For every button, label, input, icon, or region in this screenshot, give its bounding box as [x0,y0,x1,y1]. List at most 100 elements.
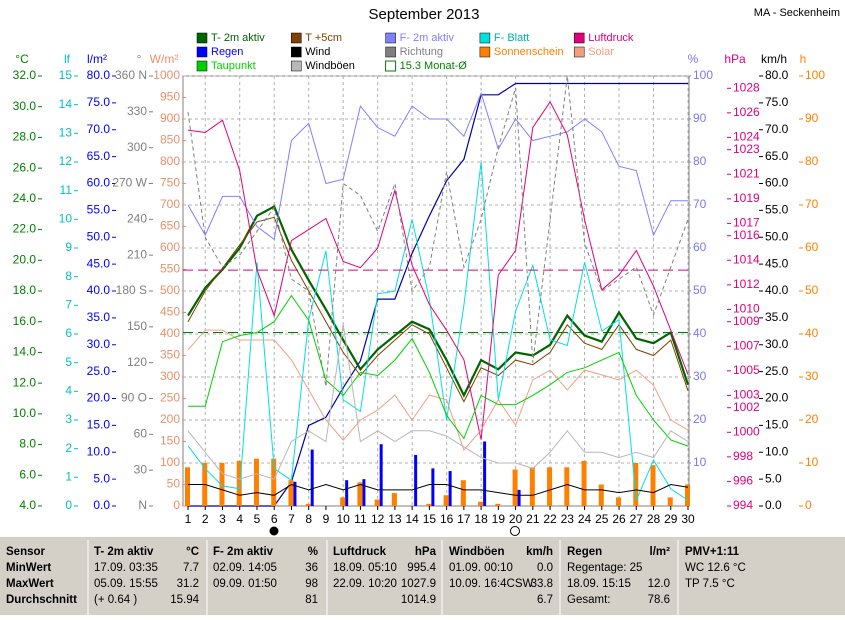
y-tick-label: 1010 [733,302,760,316]
y-tick-label: 70 [693,197,707,211]
bar [460,480,466,506]
y-tick-label: N [138,498,147,512]
y-tick-label: 330 [127,104,147,118]
bar [391,493,397,506]
table: Sensor T- 2m aktiv °C F- 2m aktiv% Luftdruck… [6,540,746,615]
y-tick-label: 90 [693,111,707,125]
y-tick-label: 35.0 [87,310,111,324]
x-tick-label: 30 [681,512,695,526]
y-tick-label: 1014 [733,252,760,266]
y-tick-label: 650 [160,219,180,233]
legend-swatch [196,32,208,44]
y-tick-label: 10 [805,455,819,469]
bar [478,501,484,506]
y-tick-label: 180 S [116,283,147,297]
y-tick-label: 22.0 [13,222,37,236]
y-tick-label: 40 [693,326,707,340]
moon-new [269,526,279,536]
y-tick-label: 25.0 [765,364,789,378]
y-tick-label: 20 [805,412,819,426]
x-tick-label: 9 [323,512,330,526]
bar [185,467,190,506]
table-header: T- 2m aktiv [94,546,154,558]
y-tick-label: 1021 [733,166,760,180]
x-tick-label: 20 [509,512,523,526]
y-tick-label: 500 [160,283,180,297]
table-cell: 33.8 [531,578,553,590]
y-tick-label: 300 [160,369,180,383]
y-tick-label: 40.0 [765,283,789,297]
legend-label: F- 2m aktiv [400,32,455,44]
series-line [187,100,689,440]
x-tick-label: 23 [561,512,575,526]
table-header: hPa [415,546,437,558]
axis-title: % [688,52,699,66]
y-tick-label: 5 [65,355,72,369]
x-tick-label: 21 [526,512,540,526]
table-cell: Durchschnitt [6,594,77,606]
table-header: km/h [526,546,553,558]
y-tick-label: 20.0 [765,391,789,405]
series-line [187,91,688,241]
bar [633,463,639,506]
y-tick-label: 210 [127,247,147,261]
legend-label: Regen [211,46,243,58]
y-tick-label: 90 [805,111,819,125]
bar [345,480,349,506]
x-tick-label: 25 [595,512,609,526]
y-tick-label: 40.0 [87,283,111,297]
y-tick-label: 50.0 [765,229,789,243]
y-tick-label: 70 [805,197,819,211]
legend-swatch [573,32,585,44]
y-tick-label: 550 [160,262,180,276]
x-tick-label: 10 [336,512,350,526]
legend-label: T +5cm [305,32,342,44]
axis-title: km/h [761,52,787,66]
bar [495,503,501,506]
table-cell: 1027.9 [401,578,436,590]
table-header: l/m² [650,546,671,558]
y-tick-label: 55.0 [765,203,789,217]
y-tick-label: 100 [693,68,713,82]
y-tick-label: 80.0 [765,68,789,82]
legend-swatch [291,46,302,58]
table-header: Sensor [6,546,46,558]
y-tick-label: 700 [160,197,180,211]
series-line [187,204,690,398]
y-tick-label: 30 [805,369,819,383]
x-tick-label: 4 [236,512,243,526]
y-tick-label: 45.0 [765,256,789,270]
y-tick-label: 3 [65,412,72,426]
legend-label: Solar [588,46,614,58]
y-tick-label: 1005 [733,363,760,377]
y-tick-label: 80 [805,154,819,168]
bar [685,484,690,506]
series-line [187,329,689,452]
y-tick-label: 900 [160,111,180,125]
legend-swatch [479,32,491,44]
table-header: PMV+1:11 [685,546,740,558]
bar [288,480,294,506]
y-tick-label: 13 [59,126,73,140]
table-cell: Gesamt: [567,594,610,606]
y-tick-label: 30.0 [765,337,789,351]
table-cell: 12.0 [648,578,670,590]
table-cell: 6.7 [537,594,553,606]
axis-title: lf [64,52,71,66]
bar [310,449,314,506]
y-tick-label: 2 [65,441,72,455]
table-cell: WC 12.6 °C [685,562,746,574]
y-tick-label: 65.0 [765,149,789,163]
bar [379,444,383,506]
table-cell: 22.09. 10:20 [333,578,397,590]
chart-title: September 2013 [369,6,480,23]
bar [616,497,622,506]
table-header: Luftdruck [333,546,387,558]
x-tick-label: 13 [388,512,402,526]
y-tick-label: 350 [160,348,180,362]
y-tick-label: 1012 [733,277,760,291]
y-tick-label: 16.0 [13,314,37,328]
x-tick-label: 14 [405,512,419,526]
bar [483,441,487,506]
